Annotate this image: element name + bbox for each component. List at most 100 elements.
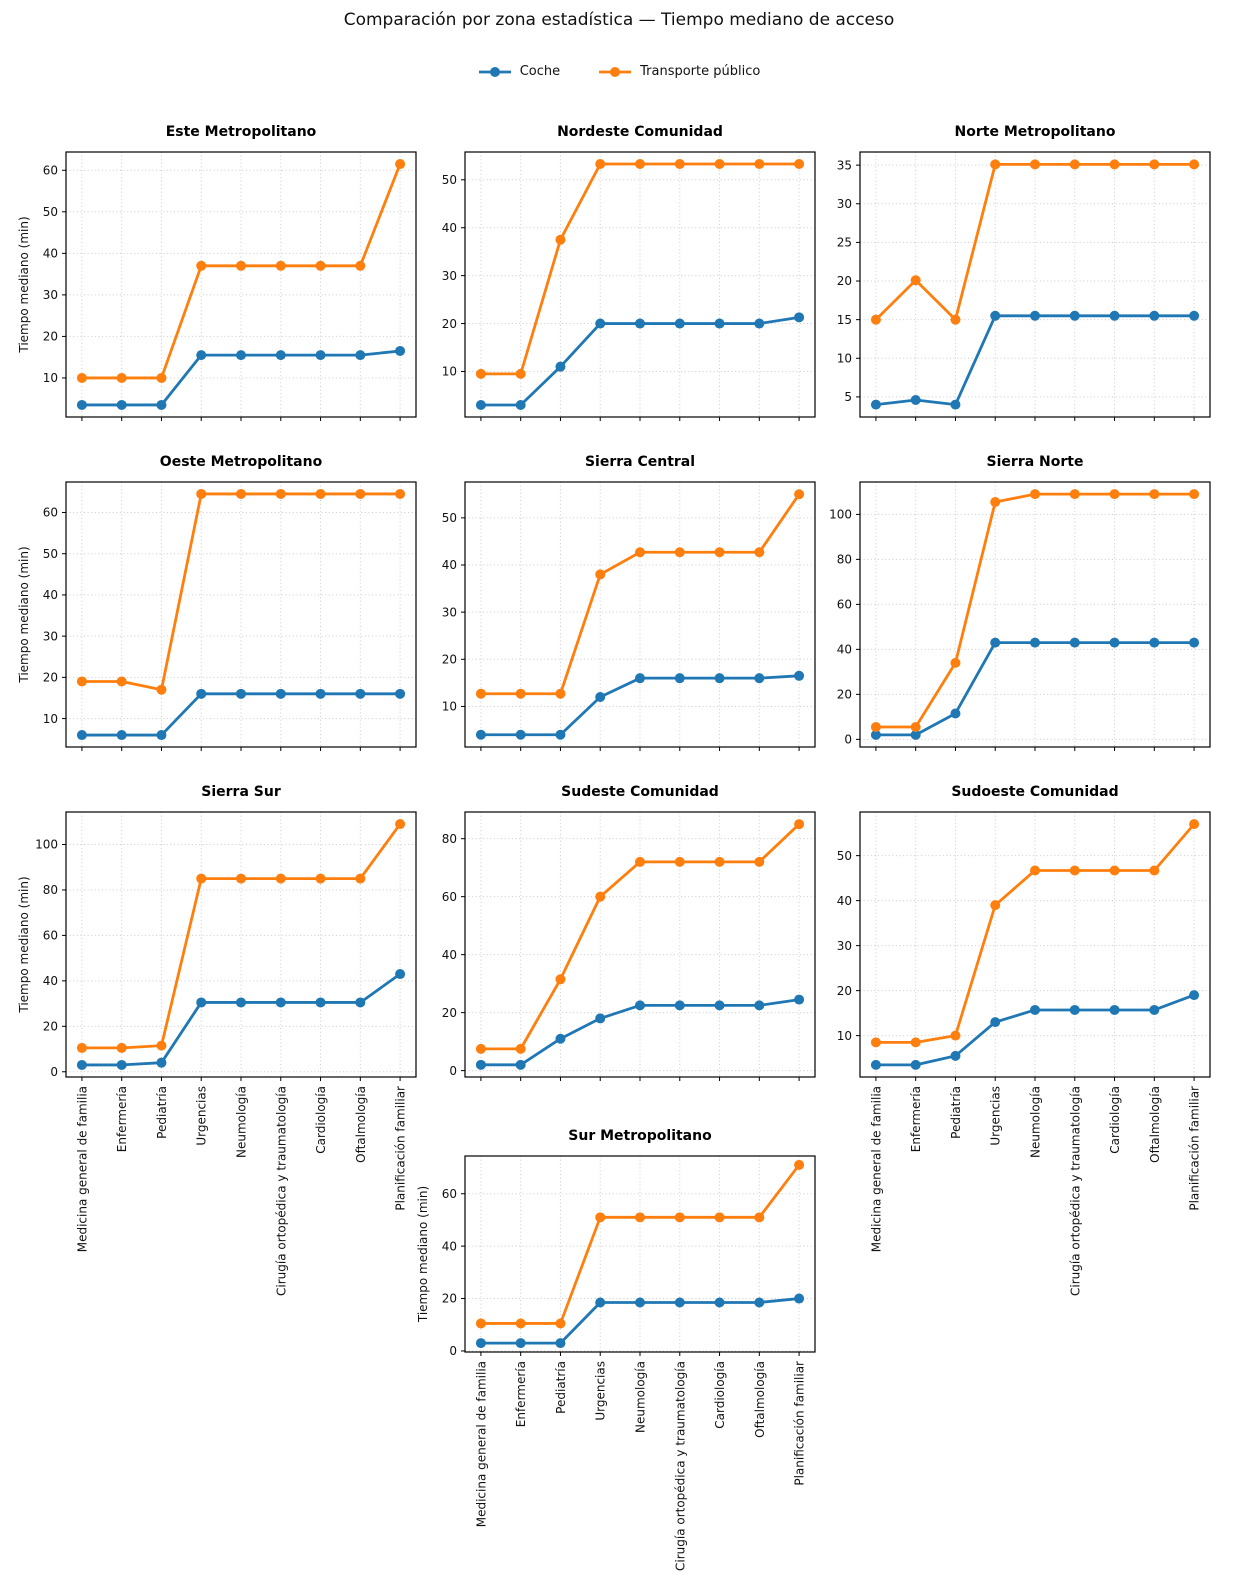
marker-coche [754, 1000, 765, 1011]
y-tick-label: 50 [442, 511, 457, 525]
marker-transporte-publico [1030, 489, 1040, 500]
marker-transporte-publico [910, 275, 921, 286]
marker-coche [475, 400, 486, 411]
marker-transporte-publico [555, 974, 566, 985]
x-tick-label: Neumología [634, 1361, 648, 1433]
marker-transporte-publico [1109, 865, 1120, 876]
plot-sur-metropolitano: 0 20 40 60 Tiempo mediano (min) Medicina gene… [416, 1155, 816, 1571]
plot-norte-metropolitano: 5 10 15 20 25 30 35 [837, 151, 1211, 421]
marker-coche [76, 399, 87, 410]
marker-coche [315, 997, 326, 1008]
subplot-sierra-central: Sierra Central 10 20 30 40 50 [415, 454, 823, 757]
marker-coche [315, 350, 326, 361]
plot-sierra-norte: 0 20 40 60 80 100 [829, 481, 1211, 751]
marker-transporte-publico [870, 1037, 881, 1048]
marker-coche [635, 1297, 645, 1308]
x-tick-label: Cirugía ortopédica y traumatología [274, 1086, 288, 1296]
marker-transporte-publico [515, 1043, 526, 1054]
subplot-title-sierra-central: Sierra Central [584, 454, 696, 470]
marker-transporte-publico [714, 547, 725, 558]
x-tick-label: Planificación familiar [793, 1361, 807, 1486]
marker-coche [870, 399, 881, 410]
marker-coche [1149, 637, 1160, 648]
marker-transporte-publico [1109, 159, 1120, 170]
marker-coche [794, 1293, 805, 1304]
plot-sierra-central: 10 20 30 40 50 [442, 481, 816, 751]
marker-coche [116, 1059, 127, 1070]
subplot-title-sierra-sur: Sierra Sur [201, 784, 281, 800]
x-tick-label: Cardiología [713, 1361, 727, 1429]
marker-transporte-publico [1189, 159, 1200, 170]
marker-transporte-publico [315, 488, 326, 499]
x-tick-label: Oftalmología [1148, 1086, 1162, 1163]
marker-transporte-publico [236, 488, 246, 499]
marker-transporte-publico [754, 1212, 765, 1223]
y-tick-label: 60 [43, 929, 58, 943]
subplot-este-metropolitano: Este Metropolitano 10 20 30 40 50 60 Tiempo med… [16, 124, 424, 427]
marker-transporte-publico [595, 891, 606, 902]
y-tick-label: 20 [837, 688, 852, 702]
y-tick-label: 10 [837, 1029, 852, 1043]
marker-coche [1189, 990, 1200, 1001]
plot-sudeste-comunidad: 0 20 40 60 80 [442, 811, 816, 1081]
x-tick-label: Pediatría [949, 1086, 963, 1139]
marker-coche [1149, 310, 1160, 321]
marker-coche [714, 1297, 725, 1308]
marker-transporte-publico [275, 488, 286, 499]
subplot-title-nordeste-comunidad: Nordeste Comunidad [557, 124, 723, 140]
marker-coche [236, 997, 246, 1008]
marker-coche [236, 350, 246, 361]
x-tick-label: Cardiología [314, 1086, 328, 1154]
marker-transporte-publico [196, 873, 207, 884]
marker-coche [754, 318, 765, 329]
y-tick-label: 20 [442, 652, 457, 666]
y-tick-label: 80 [442, 832, 457, 846]
marker-coche [595, 692, 606, 703]
marker-coche [595, 1297, 606, 1308]
marker-coche [870, 1059, 881, 1070]
marker-transporte-publico [395, 159, 406, 170]
y-tick-label: 5 [844, 390, 852, 404]
y-tick-label: 0 [449, 1344, 457, 1358]
marker-coche [515, 1059, 526, 1070]
marker-coche [196, 350, 207, 361]
marker-coche [1109, 1004, 1120, 1015]
marker-coche [475, 729, 486, 740]
marker-transporte-publico [635, 158, 645, 169]
marker-transporte-publico [395, 488, 406, 499]
subplot-norte-metropolitano: Norte Metropolitano 5 10 15 20 25 30 35 [810, 124, 1218, 427]
legend: Coche Transporte público [0, 64, 1238, 79]
marker-transporte-publico [754, 856, 765, 867]
marker-coche [794, 994, 805, 1005]
marker-transporte-publico [1149, 159, 1160, 170]
marker-transporte-publico [910, 721, 921, 732]
marker-transporte-publico [555, 688, 566, 699]
x-tick-label: Planificación familiar [394, 1086, 408, 1211]
marker-transporte-publico [1189, 489, 1200, 500]
y-tick-label: 20 [442, 1292, 457, 1306]
subplot-title-este-metropolitano: Este Metropolitano [165, 124, 317, 140]
marker-transporte-publico [475, 1043, 486, 1054]
legend-item-transporte-publico: Transporte público [598, 64, 760, 79]
legend-label-transporte-publico: Transporte público [640, 64, 761, 79]
plot-este-metropolitano: 10 20 30 40 50 60 Tiempo mediano (min) [17, 151, 417, 421]
marker-transporte-publico [395, 819, 406, 830]
marker-transporte-publico [76, 372, 87, 383]
marker-transporte-publico [116, 676, 127, 687]
marker-coche [275, 997, 286, 1008]
marker-coche [595, 318, 606, 329]
marker-coche [1030, 310, 1040, 321]
marker-transporte-publico [635, 1212, 645, 1223]
marker-coche [515, 1338, 526, 1349]
marker-transporte-publico [355, 873, 366, 884]
marker-transporte-publico [515, 368, 526, 379]
x-tick-label: Medicina general de familia [869, 1086, 883, 1252]
marker-transporte-publico [275, 260, 286, 271]
marker-transporte-publico [236, 873, 246, 884]
subplot-title-sudeste-comunidad: Sudeste Comunidad [561, 784, 719, 800]
marker-transporte-publico [674, 1212, 685, 1223]
page-title: Comparación por zona estadística — Tiemp… [343, 10, 895, 30]
marker-coche [674, 1297, 685, 1308]
y-axis-label: Tiempo mediano (min) [17, 216, 31, 353]
marker-transporte-publico [990, 159, 1001, 170]
